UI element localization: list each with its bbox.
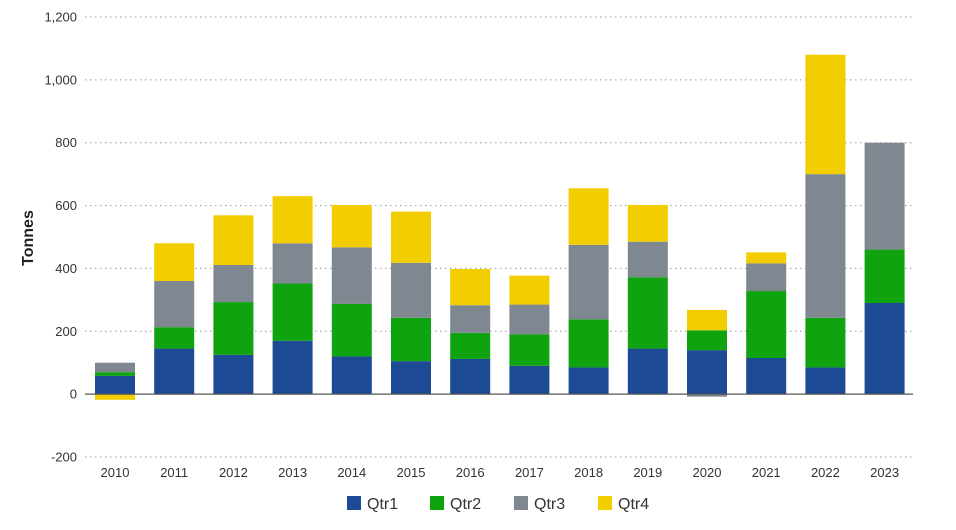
bar-segment — [213, 215, 254, 265]
x-tick-label: 2017 — [515, 465, 544, 480]
bar-segment — [331, 247, 372, 304]
bar-segment — [746, 263, 787, 292]
x-tick-label: 2014 — [337, 465, 366, 480]
bar-segment — [331, 356, 372, 395]
bar-segment — [687, 394, 727, 397]
bar-segment — [272, 340, 313, 395]
bars — [95, 54, 905, 400]
legend-swatch — [430, 496, 444, 510]
bar-segment — [331, 204, 372, 248]
bar-segment — [213, 354, 254, 395]
bar-segment — [272, 243, 313, 284]
bar-segment — [805, 367, 846, 395]
x-tick-label: 2015 — [397, 465, 426, 480]
y-tick-label: 400 — [55, 261, 77, 276]
x-tick-label: 2018 — [574, 465, 603, 480]
bar-segment — [391, 317, 431, 362]
bar-segment — [154, 243, 195, 281]
bar-segment — [509, 334, 550, 366]
bar-segment — [687, 309, 727, 331]
legend: Qtr1 Qtr2 Qtr3 Qtr4 — [347, 496, 649, 513]
x-tick-label: 2011 — [160, 465, 188, 480]
bar-segment — [509, 275, 550, 305]
bar-segment — [391, 211, 431, 263]
bar-segment — [450, 305, 491, 333]
x-tick-label: 2020 — [693, 465, 722, 480]
y-axis-ticks: -200 0 200 400 600 800 1,000 1,200 — [44, 10, 77, 465]
bar-segment — [687, 330, 727, 351]
legend-label: Qtr4 — [618, 496, 649, 513]
bar-segment — [568, 188, 609, 245]
x-tick-label: 2012 — [219, 465, 248, 480]
y-tick-label: 0 — [70, 387, 77, 402]
bar-segment — [805, 174, 846, 318]
bar-segment — [864, 303, 905, 395]
bar-segment — [154, 281, 195, 328]
bar-segment — [391, 361, 431, 395]
bar-segment — [272, 283, 313, 341]
bar-segment — [746, 252, 787, 264]
bar-segment — [687, 350, 727, 395]
bar-segment — [331, 303, 372, 357]
bar-segment — [864, 142, 905, 250]
bar-segment — [805, 54, 846, 175]
bar-segment — [213, 302, 254, 355]
bar-segment — [391, 262, 431, 318]
x-tick-label: 2013 — [278, 465, 307, 480]
legend-label: Qtr1 — [367, 496, 398, 513]
y-tick-label: 1,000 — [44, 72, 77, 87]
bar-segment — [568, 319, 609, 368]
legend-label: Qtr3 — [534, 496, 565, 513]
bar-segment — [95, 372, 135, 376]
y-tick-label: 200 — [55, 324, 77, 339]
bar-segment — [509, 304, 550, 335]
bar-segment — [95, 394, 135, 400]
bar-segment — [805, 317, 846, 368]
bar-segment — [627, 277, 668, 349]
bar-segment — [627, 348, 668, 395]
bar-segment — [627, 204, 668, 242]
bar-segment — [95, 375, 135, 395]
legend-swatch — [514, 496, 528, 510]
bar-segment — [627, 241, 668, 278]
bar-segment — [509, 365, 550, 395]
bar-segment — [450, 332, 491, 359]
x-tick-label: 2019 — [633, 465, 662, 480]
x-tick-label: 2021 — [752, 465, 781, 480]
x-axis-ticks: 2010 2011 2012 2013 2014 2015 2016 2017 2018 2019… — [101, 465, 900, 480]
legend-swatch — [347, 496, 361, 510]
x-tick-label: 2023 — [870, 465, 899, 480]
legend-swatch — [598, 496, 612, 510]
x-tick-label: 2010 — [101, 465, 130, 480]
x-tick-label: 2016 — [456, 465, 485, 480]
bar-segment — [568, 244, 609, 320]
y-axis-label: Tonnes — [20, 210, 37, 266]
bar-segment — [450, 269, 491, 306]
y-tick-label: -200 — [51, 450, 77, 465]
x-tick-label: 2022 — [811, 465, 840, 480]
bar-segment — [746, 358, 787, 395]
bar-segment — [213, 264, 254, 303]
bar-segment — [95, 362, 135, 373]
bar-segment — [450, 358, 491, 395]
bar-segment — [568, 367, 609, 395]
bar-segment — [864, 249, 905, 303]
bar-segment — [272, 196, 313, 244]
gridlines — [85, 16, 913, 458]
y-tick-label: 600 — [55, 198, 77, 213]
legend-label: Qtr2 — [450, 496, 481, 513]
bar-segment — [154, 348, 195, 395]
y-tick-label: 800 — [55, 135, 77, 150]
bar-segment — [154, 327, 195, 349]
bar-segment — [746, 291, 787, 358]
y-tick-label: 1,200 — [44, 10, 77, 25]
